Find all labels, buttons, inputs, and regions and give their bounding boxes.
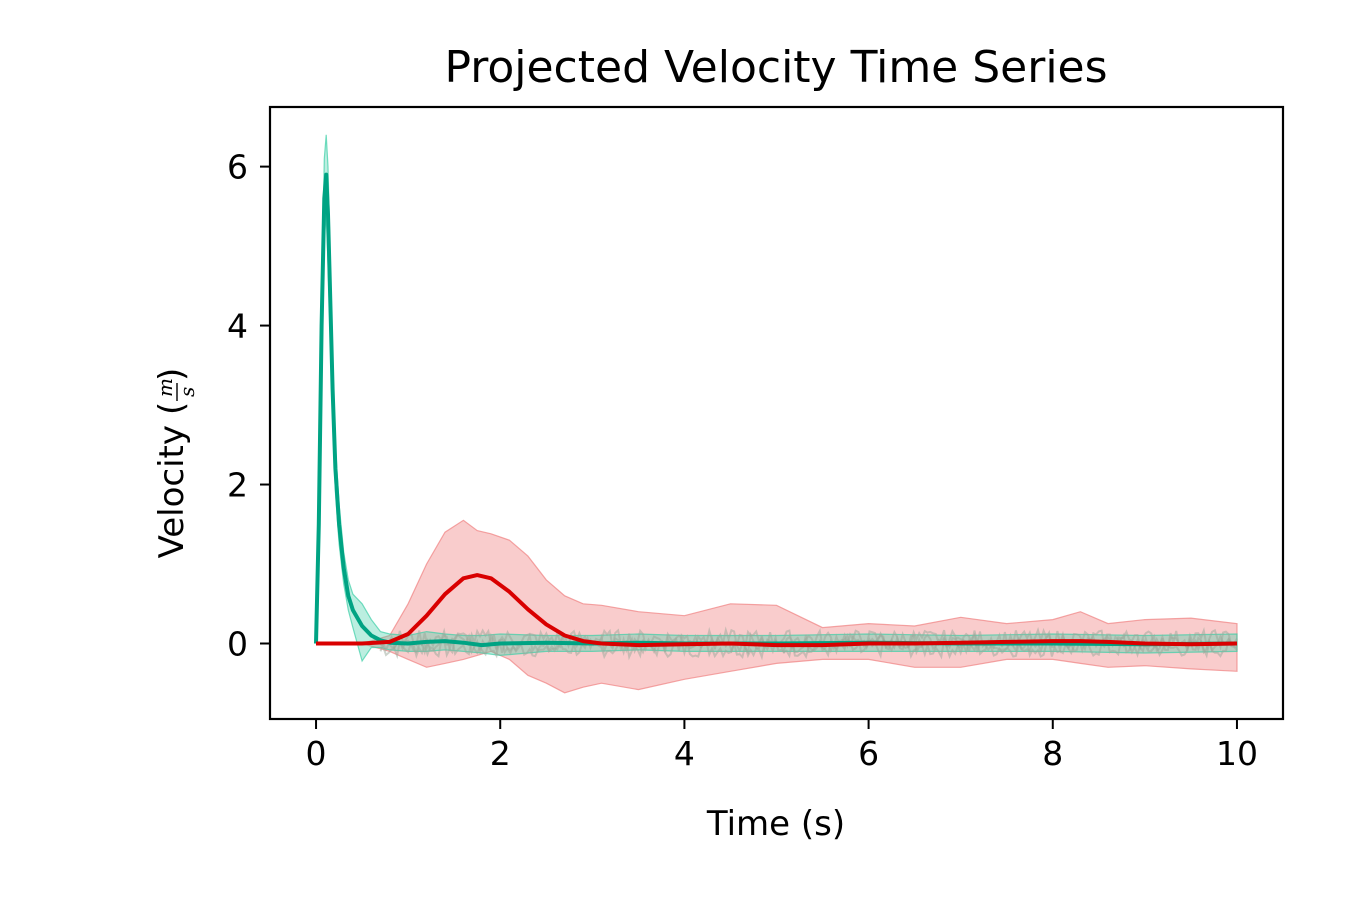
- y-tick-label: 4: [227, 307, 248, 346]
- y-axis-unit-open-paren: (: [152, 402, 192, 415]
- y-tick-label: 2: [227, 466, 248, 505]
- y-axis-label-group: Velocity ( m s ): [152, 368, 199, 559]
- chart-title: Projected Velocity Time Series: [444, 42, 1107, 93]
- x-axis: 0 2 4 6 8 10: [306, 719, 1258, 773]
- red-series-band: [316, 519, 1238, 694]
- x-tick-label: 0: [306, 734, 327, 773]
- x-tick-label: 6: [858, 734, 879, 773]
- y-axis-label: Velocity: [152, 425, 192, 558]
- x-tick-label: 4: [674, 734, 695, 773]
- y-axis-unit-close-paren: ): [152, 368, 192, 381]
- confidence-bands: [315, 134, 1238, 694]
- x-axis-label: Time (s): [706, 804, 845, 844]
- y-axis-unit-numerator: m: [153, 378, 177, 397]
- y-tick-label: 0: [227, 624, 248, 663]
- plot-frame: [268, 105, 1285, 721]
- green-series-band: [315, 134, 1238, 663]
- series-lines: [314, 172, 1238, 648]
- noise-trace: [380, 626, 1238, 652]
- y-tick-label: 6: [227, 148, 248, 187]
- y-axis-unit-denominator: s: [175, 387, 199, 397]
- x-tick-label: 8: [1042, 734, 1063, 773]
- red-series-line: [316, 573, 1238, 648]
- x-tick-label: 10: [1216, 734, 1258, 773]
- x-tick-label: 2: [490, 734, 511, 773]
- y-axis: 0 2 4 6: [227, 148, 270, 663]
